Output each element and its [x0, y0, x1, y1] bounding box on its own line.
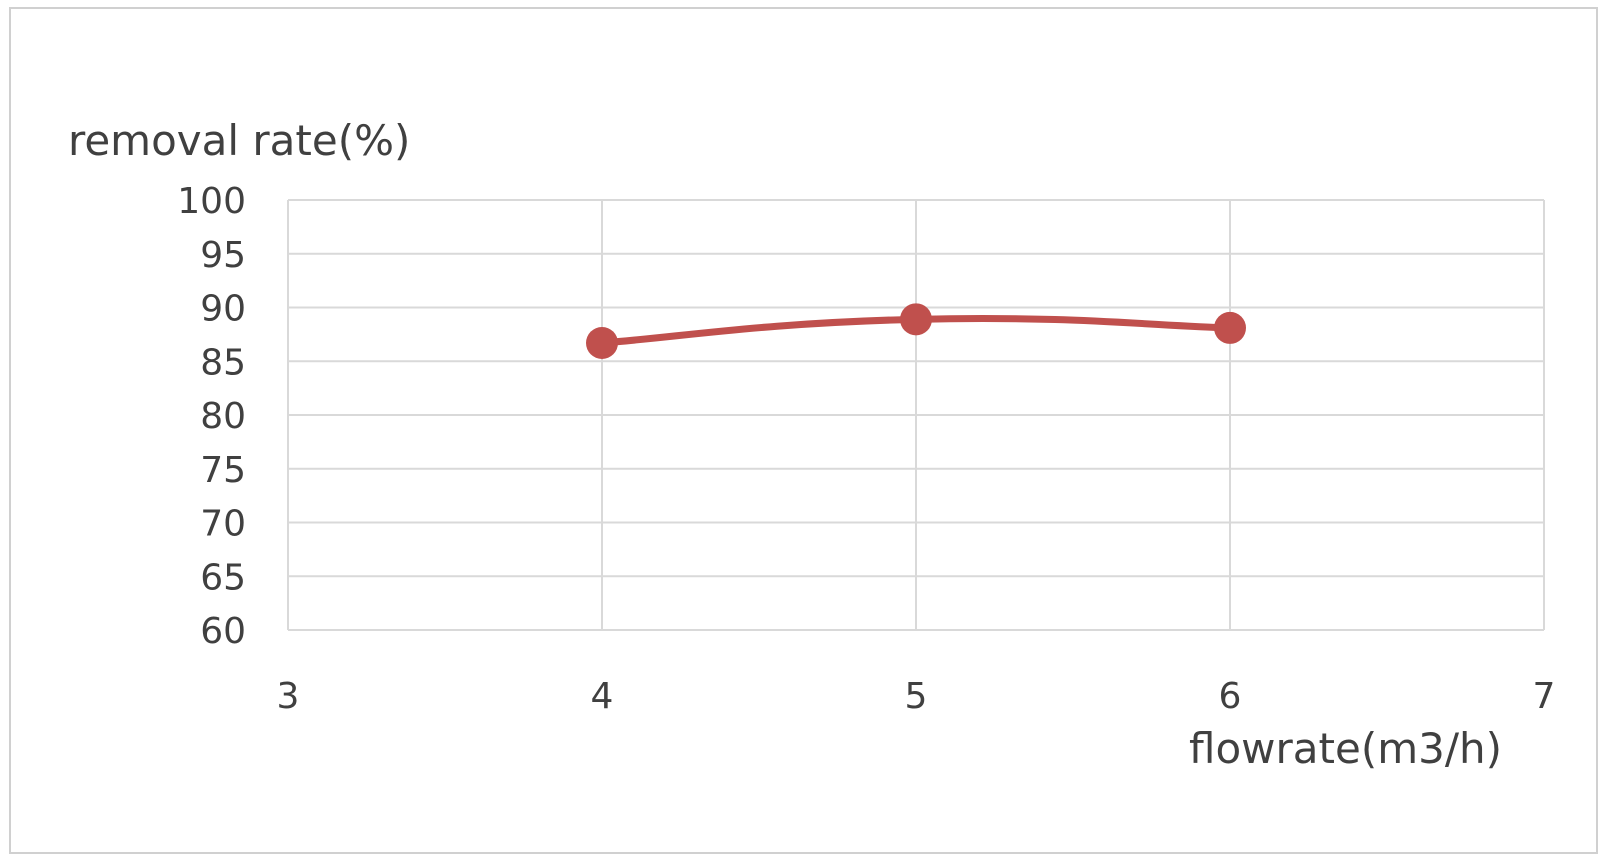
data-point [586, 326, 618, 359]
y-tick-label: 60 [200, 611, 246, 652]
y-tick-label: 75 [200, 450, 246, 491]
y-tick-label: 65 [200, 557, 246, 598]
y-axis-tick-labels: 60 65 70 75 80 85 90 95 100 [177, 181, 246, 652]
x-tick-label: 5 [905, 676, 928, 717]
x-tick-label: 6 [1219, 676, 1242, 717]
y-tick-label: 70 [200, 504, 246, 545]
y-axis-label: removal rate(%) [68, 116, 410, 165]
y-tick-label: 85 [200, 342, 246, 383]
y-tick-label: 100 [177, 181, 246, 222]
x-tick-label: 7 [1533, 676, 1556, 717]
y-tick-label: 90 [200, 289, 246, 330]
chart-border [9, 7, 1598, 854]
x-axis-tick-labels: 3 4 5 6 7 [277, 676, 1556, 717]
y-tick-label: 95 [200, 235, 246, 276]
x-tick-label: 4 [591, 676, 614, 717]
y-tick-label: 80 [200, 396, 246, 437]
data-point [1214, 311, 1246, 344]
grid [287, 199, 1545, 631]
x-axis-label: flowrate(m3/h) [1189, 724, 1502, 773]
series-layer [586, 303, 1246, 359]
data-point [900, 303, 932, 336]
x-tick-label: 3 [277, 676, 300, 717]
